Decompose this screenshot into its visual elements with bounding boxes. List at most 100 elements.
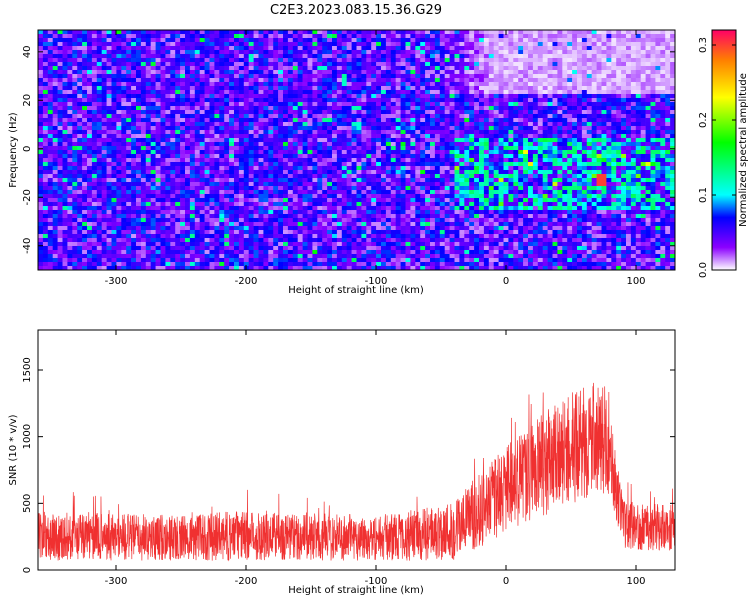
- heatmap-cell: [140, 42, 147, 47]
- heatmap-cell: [439, 82, 445, 87]
- heatmap-cell: [366, 114, 372, 119]
- heatmap-cell: [82, 114, 88, 119]
- heatmap-cell: [508, 38, 514, 43]
- heatmap-cell: [150, 78, 156, 83]
- heatmap-cell: [444, 170, 450, 175]
- heatmap-cell: [136, 182, 142, 187]
- heatmap-cell: [263, 166, 269, 171]
- heatmap-cell: [395, 158, 401, 163]
- heatmap-cell: [366, 158, 372, 163]
- heatmap-cell: [52, 158, 58, 163]
- heatmap-cell: [234, 30, 240, 35]
- heatmap-cell: [479, 82, 485, 87]
- heatmap-cell: [410, 154, 416, 159]
- heatmap-cell: [591, 126, 597, 131]
- heatmap-cell: [567, 74, 573, 79]
- heatmap-cell: [395, 78, 401, 83]
- heatmap-cell: [366, 46, 372, 51]
- heatmap-cell: [577, 126, 583, 131]
- heatmap-cell: [488, 138, 494, 143]
- heatmap-cell: [464, 54, 470, 59]
- heatmap-cell: [199, 110, 205, 115]
- heatmap-cell: [67, 74, 73, 79]
- heatmap-cell: [611, 78, 617, 83]
- heatmap-cell: [77, 78, 83, 83]
- heatmap-cell: [287, 142, 294, 147]
- heatmap-cell: [248, 70, 254, 75]
- heatmap-cell: [528, 70, 534, 75]
- heatmap-cell: [572, 82, 578, 87]
- heatmap-cell: [57, 74, 63, 79]
- heatmap-cell: [601, 178, 607, 183]
- heatmap-cell: [160, 138, 166, 143]
- heatmap-cell: [390, 66, 396, 71]
- heatmap-cell: [52, 178, 58, 183]
- heatmap-cell: [523, 70, 529, 75]
- heatmap-cell: [209, 134, 215, 139]
- heatmap-cell: [121, 178, 127, 183]
- heatmap-cell: [385, 150, 392, 155]
- heatmap-cell: [253, 90, 259, 95]
- heatmap-cell: [420, 102, 426, 107]
- heatmap-cell: [42, 70, 49, 75]
- heatmap-cell: [131, 90, 137, 95]
- heatmap-cell: [410, 38, 416, 43]
- heatmap-cell: [385, 110, 392, 115]
- heatmap-cell: [523, 30, 529, 35]
- heatmap-cell: [292, 46, 298, 51]
- heatmap-cell: [591, 102, 597, 107]
- heatmap-cell: [219, 94, 225, 99]
- heatmap-cell: [131, 86, 137, 91]
- heatmap-cell: [121, 82, 127, 87]
- heatmap-cell: [464, 98, 470, 103]
- heatmap-cell: [248, 170, 254, 175]
- heatmap-cell: [390, 134, 396, 139]
- heatmap-cell: [557, 102, 563, 107]
- heatmap-cell: [185, 138, 191, 143]
- heatmap-cell: [268, 82, 274, 87]
- heatmap-cell: [552, 94, 558, 99]
- heatmap-cell: [640, 94, 646, 99]
- heatmap-cell: [47, 162, 53, 167]
- heatmap-cell: [332, 142, 338, 147]
- heatmap-cell: [518, 62, 524, 67]
- heatmap-cell: [640, 42, 646, 47]
- heatmap-cell: [503, 174, 509, 179]
- heatmap-cell: [586, 94, 592, 99]
- heatmap-cell: [371, 82, 377, 87]
- heatmap-cell: [317, 98, 323, 103]
- heatmap-cell: [577, 86, 583, 91]
- heatmap-cell: [209, 114, 215, 119]
- heatmap-cell: [635, 178, 641, 183]
- heatmap-cell: [420, 166, 426, 171]
- heatmap-cell: [258, 66, 264, 71]
- heatmap-cell: [82, 78, 88, 83]
- heatmap-cell: [650, 166, 656, 171]
- heatmap-cell: [395, 150, 401, 155]
- heatmap-cell: [140, 70, 147, 75]
- heatmap-cell: [518, 162, 524, 167]
- heatmap-cell: [150, 150, 156, 155]
- heatmap-cell: [204, 34, 210, 39]
- heatmap-cell: [278, 134, 284, 139]
- heatmap-cell: [361, 46, 367, 51]
- heatmap-cell: [513, 106, 519, 111]
- heatmap-cell: [439, 106, 445, 111]
- heatmap-cell: [258, 50, 264, 55]
- heatmap-cell: [160, 178, 166, 183]
- heatmap-cell: [547, 146, 553, 151]
- heatmap-cell: [302, 170, 308, 175]
- heatmap-cell: [87, 130, 93, 135]
- heatmap-cell: [621, 58, 627, 63]
- heatmap-cell: [616, 38, 622, 43]
- heatmap-cell: [57, 102, 63, 107]
- heatmap-cell: [483, 102, 490, 107]
- heatmap-cell: [591, 106, 597, 111]
- heatmap-cell: [454, 146, 460, 151]
- heatmap-cell: [444, 178, 450, 183]
- heatmap-cell: [665, 42, 671, 47]
- heatmap-cell: [390, 78, 396, 83]
- heatmap-cell: [650, 114, 656, 119]
- heatmap-cell: [234, 126, 240, 131]
- heatmap-cell: [640, 62, 646, 67]
